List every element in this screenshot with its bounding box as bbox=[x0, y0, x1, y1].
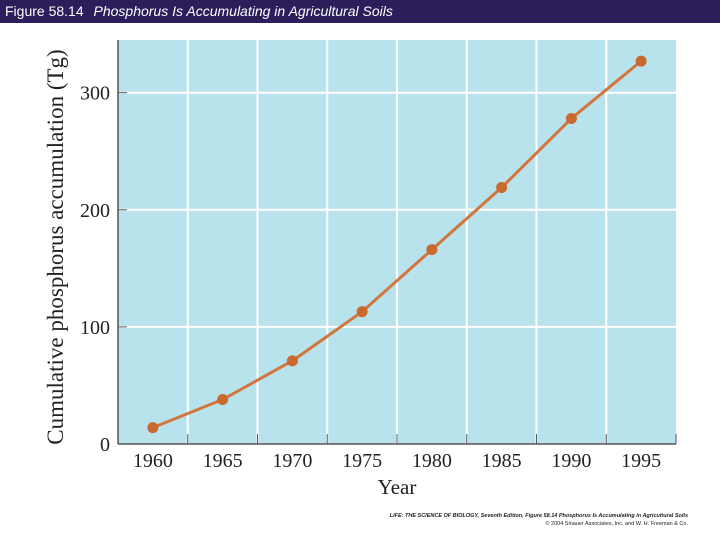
y-tick-label: 100 bbox=[80, 317, 110, 339]
data-point bbox=[217, 394, 229, 406]
y-tick-label: 0 bbox=[100, 434, 110, 456]
figure-title: Phosphorus Is Accumulating in Agricultur… bbox=[93, 3, 393, 19]
x-tick-label: 1975 bbox=[342, 450, 382, 472]
y-tick-labels: 0 100 200 300 bbox=[80, 83, 110, 456]
data-point bbox=[286, 355, 298, 367]
y-tick-label: 300 bbox=[80, 83, 110, 105]
y-tick-label: 200 bbox=[80, 200, 110, 222]
x-tick-label: 1980 bbox=[412, 450, 452, 472]
series-line bbox=[152, 59, 643, 429]
axes bbox=[117, 40, 677, 445]
x-tick-labels: 1960 1965 1970 1975 1980 1985 1990 1995 bbox=[133, 450, 661, 472]
grid-lines bbox=[118, 40, 676, 444]
figure-number: Figure 58.14 bbox=[5, 3, 84, 19]
figure-header: Figure 58.14 Phosphorus Is Accumulating … bbox=[0, 0, 720, 23]
x-tick-label: 1995 bbox=[621, 450, 661, 472]
x-axis-label: Year bbox=[378, 475, 417, 499]
data-point bbox=[426, 244, 438, 256]
x-tick-label: 1970 bbox=[272, 450, 312, 472]
data-point bbox=[565, 112, 577, 124]
y-axis-label: Cumulative phosphorus accumulation (Tg) bbox=[43, 49, 68, 444]
data-point bbox=[496, 182, 508, 194]
data-point bbox=[147, 422, 159, 434]
credit-line-copyright: © 2004 Sinauer Associates, Inc. and W. H… bbox=[545, 521, 688, 527]
x-tick-label: 1985 bbox=[482, 450, 522, 472]
x-tick-label: 1990 bbox=[551, 450, 591, 472]
x-tick-label: 1960 bbox=[133, 450, 173, 472]
data-point bbox=[356, 306, 368, 318]
data-point bbox=[635, 55, 647, 67]
data-series bbox=[147, 55, 647, 434]
x-tick-label: 1965 bbox=[203, 450, 243, 472]
credit-line-source: LIFE: THE SCIENCE OF BIOLOGY, Seventh Ed… bbox=[389, 513, 688, 519]
